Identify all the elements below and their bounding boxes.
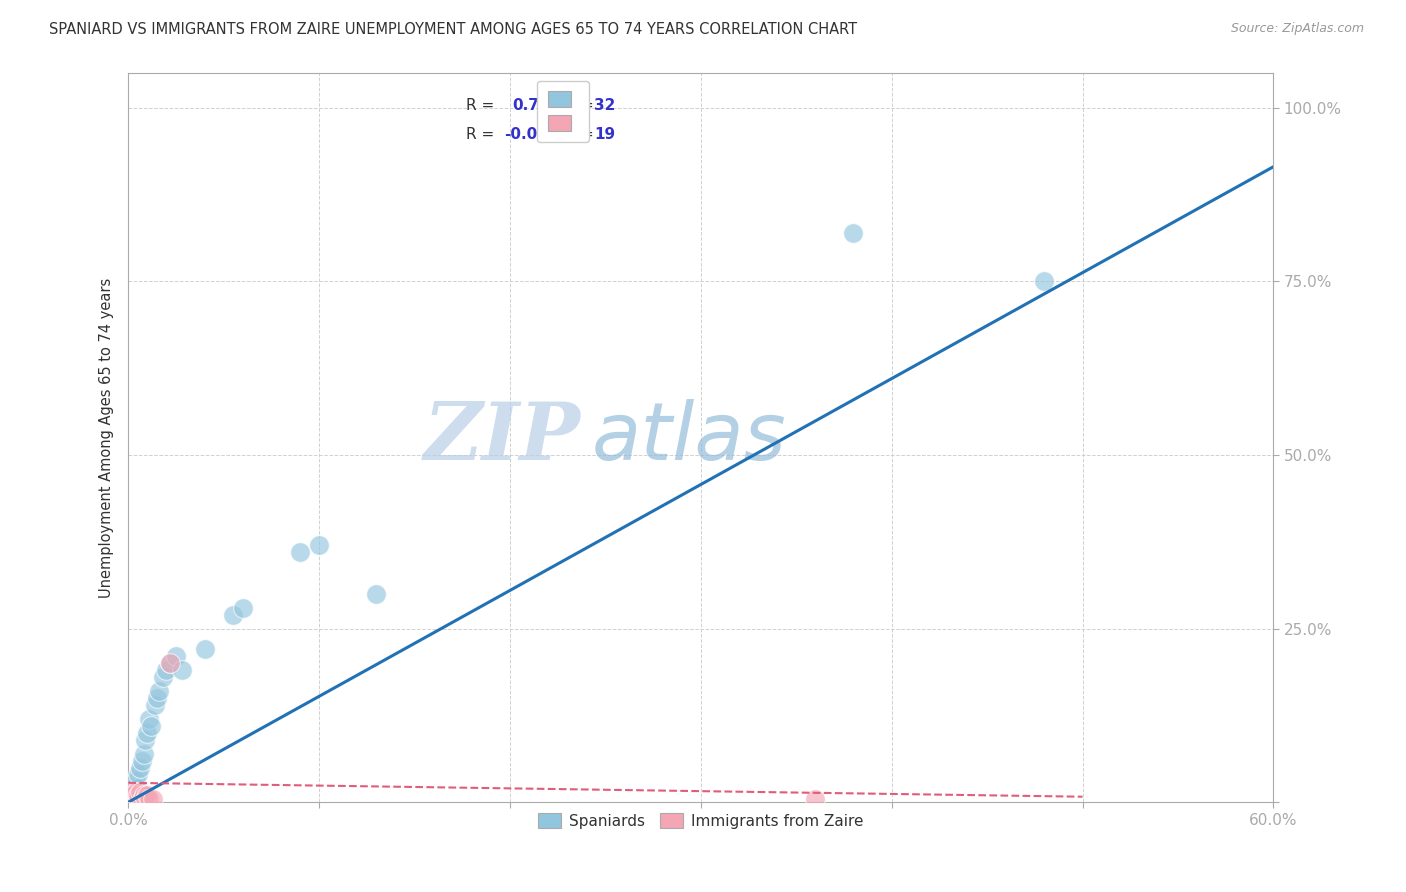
- Point: [842, 226, 865, 240]
- Point: [125, 792, 148, 806]
- Point: [122, 792, 145, 806]
- Point: [134, 732, 156, 747]
- Legend: Spaniards, Immigrants from Zaire: Spaniards, Immigrants from Zaire: [533, 806, 869, 835]
- Point: [308, 538, 330, 552]
- Text: 19: 19: [595, 128, 616, 143]
- Point: [159, 657, 181, 671]
- Point: [121, 781, 143, 796]
- Point: [159, 657, 181, 671]
- Point: [131, 792, 153, 806]
- Text: ZIP: ZIP: [423, 399, 581, 476]
- Point: [122, 789, 145, 803]
- Point: [120, 789, 142, 803]
- Text: R =: R =: [465, 128, 499, 143]
- Point: [288, 545, 311, 559]
- Point: [194, 642, 217, 657]
- Text: Source: ZipAtlas.com: Source: ZipAtlas.com: [1230, 22, 1364, 36]
- Point: [132, 789, 155, 803]
- Point: [142, 792, 165, 806]
- Point: [170, 663, 193, 677]
- Point: [127, 789, 149, 803]
- Text: 32: 32: [595, 98, 616, 113]
- Text: -0.084: -0.084: [503, 128, 558, 143]
- Point: [121, 789, 143, 803]
- Point: [121, 785, 143, 799]
- Point: [1033, 274, 1056, 288]
- Y-axis label: Unemployment Among Ages 65 to 74 years: Unemployment Among Ages 65 to 74 years: [100, 277, 114, 598]
- Point: [138, 712, 160, 726]
- Point: [366, 587, 388, 601]
- Point: [125, 785, 148, 799]
- Point: [120, 792, 142, 806]
- Text: atlas: atlas: [592, 399, 787, 476]
- Point: [148, 684, 170, 698]
- Point: [131, 754, 153, 768]
- Point: [141, 719, 163, 733]
- Point: [804, 792, 827, 806]
- Text: N =: N =: [555, 128, 599, 143]
- Point: [132, 747, 155, 761]
- Point: [152, 670, 174, 684]
- Point: [127, 781, 149, 796]
- Point: [136, 789, 159, 803]
- Point: [134, 792, 156, 806]
- Point: [122, 781, 145, 796]
- Point: [146, 691, 169, 706]
- Point: [136, 726, 159, 740]
- Point: [128, 760, 150, 774]
- Point: [143, 698, 166, 712]
- Point: [128, 785, 150, 799]
- Point: [232, 600, 254, 615]
- Text: SPANIARD VS IMMIGRANTS FROM ZAIRE UNEMPLOYMENT AMONG AGES 65 TO 74 YEARS CORRELA: SPANIARD VS IMMIGRANTS FROM ZAIRE UNEMPL…: [49, 22, 858, 37]
- Point: [165, 649, 187, 664]
- Point: [122, 789, 145, 803]
- Point: [138, 792, 160, 806]
- Point: [121, 792, 143, 806]
- Point: [222, 607, 245, 622]
- Point: [127, 767, 149, 781]
- Point: [125, 774, 148, 789]
- Text: N =: N =: [555, 98, 599, 113]
- Text: R =: R =: [465, 98, 505, 113]
- Point: [155, 663, 177, 677]
- Point: [127, 792, 149, 806]
- Text: 0.744: 0.744: [512, 98, 560, 113]
- Point: [125, 785, 148, 799]
- Point: [120, 792, 142, 806]
